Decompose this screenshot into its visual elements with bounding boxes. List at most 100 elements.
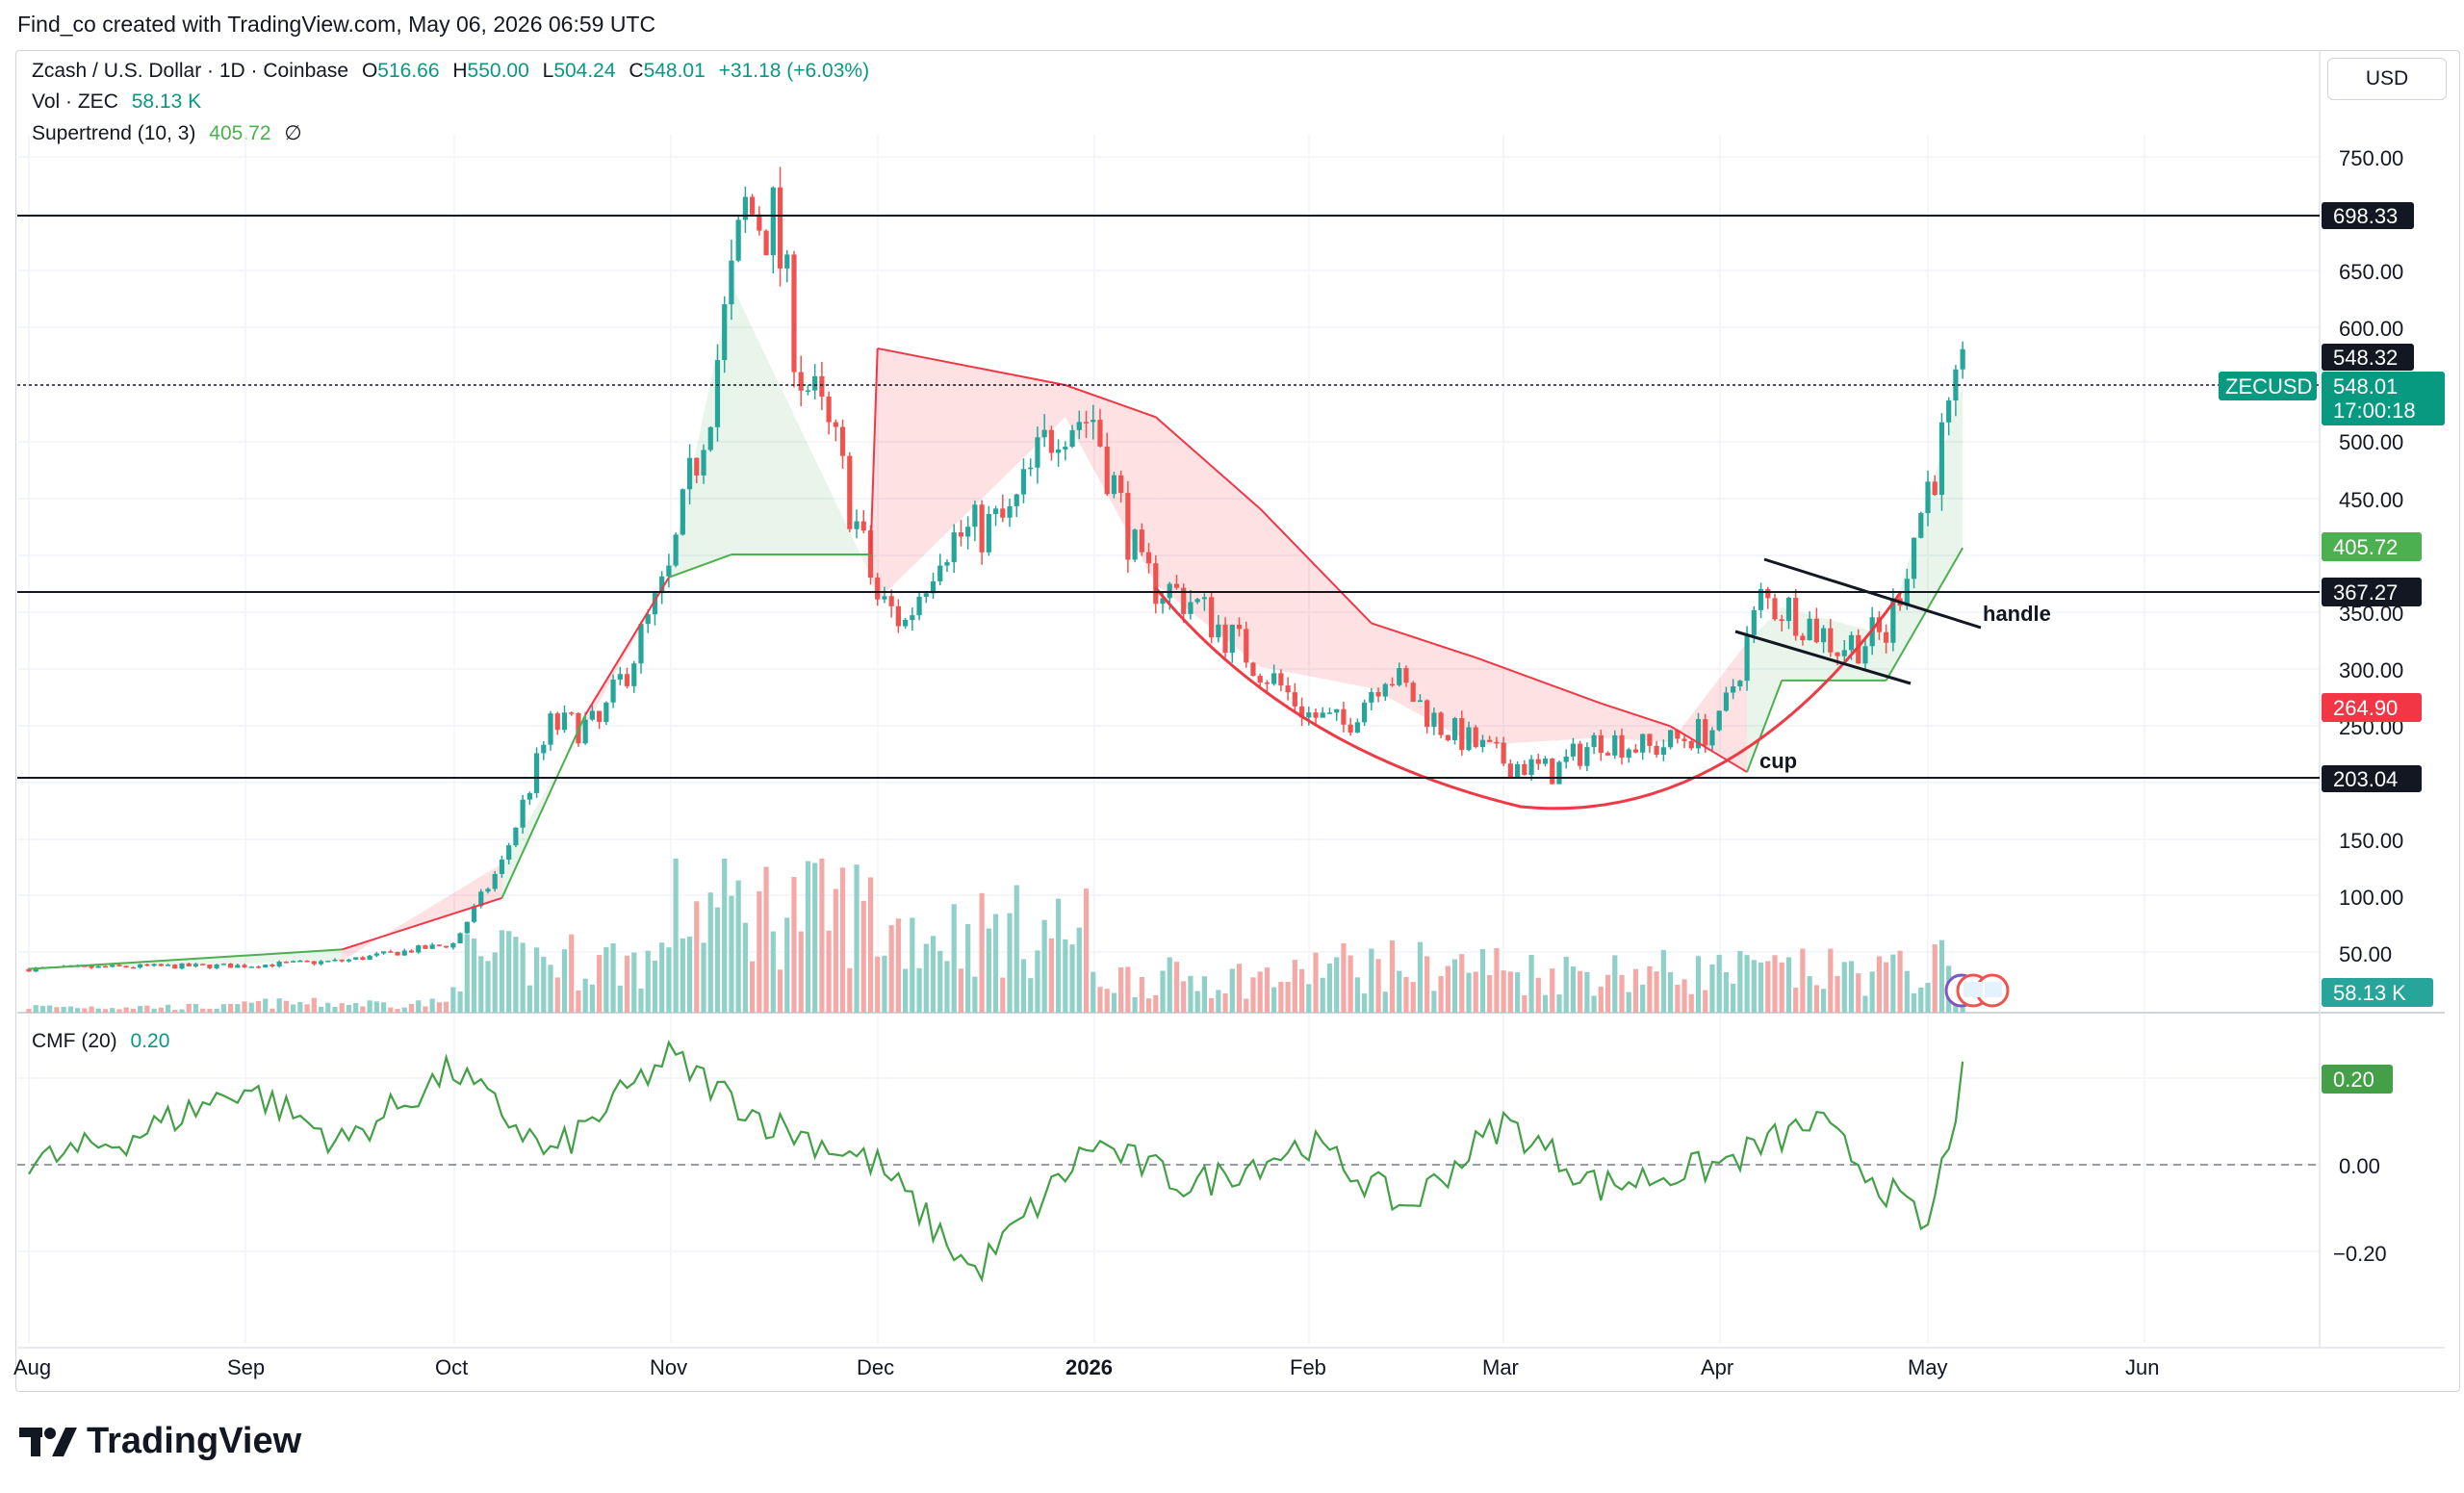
candle-body xyxy=(1487,739,1493,742)
candle-body xyxy=(1632,749,1639,753)
volume-bar xyxy=(276,998,282,1013)
volume-bar xyxy=(1160,970,1166,1013)
volume-bar xyxy=(151,1008,157,1013)
tick-450: 450.00 xyxy=(2339,488,2403,512)
volume-bar xyxy=(548,965,553,1013)
event-flag-icons[interactable] xyxy=(1944,973,2010,1008)
volume-bar xyxy=(1897,950,1903,1013)
candle-body xyxy=(1320,712,1325,718)
supertrend-segment xyxy=(1670,725,1748,773)
volume-bar xyxy=(1445,965,1450,1013)
candle-body xyxy=(1522,763,1527,775)
volume-bar xyxy=(1236,964,1243,1013)
candle-body xyxy=(882,596,887,600)
candle-body xyxy=(26,968,32,972)
volume-bar xyxy=(429,998,435,1013)
candle-body xyxy=(220,964,226,965)
candle-body xyxy=(1793,598,1799,636)
volume-bar xyxy=(1856,973,1861,1013)
candle-body xyxy=(478,891,484,907)
candle-body xyxy=(1313,712,1319,718)
candle-body xyxy=(1118,475,1124,494)
candle-body xyxy=(1507,763,1513,778)
volume-bar xyxy=(1884,962,1889,1013)
candle-body xyxy=(1598,734,1604,754)
hidden-eye-icon[interactable]: ∅ xyxy=(284,122,302,144)
candle-body xyxy=(631,663,637,686)
supertrend-fill xyxy=(1747,606,1783,773)
candle-body xyxy=(235,965,241,968)
volume-legend: Vol · ZEC 58.13 K xyxy=(32,90,201,114)
candle-body xyxy=(1716,710,1722,731)
candle-body xyxy=(485,888,491,892)
candle-body xyxy=(875,578,881,600)
symbol-label: ZECUSD xyxy=(2225,374,2312,399)
volume-bar xyxy=(1188,975,1194,1013)
candle-body xyxy=(513,827,519,846)
volume-bar xyxy=(923,943,929,1013)
candle-body xyxy=(1424,700,1430,728)
candle-body xyxy=(777,187,783,269)
candle-body xyxy=(1473,727,1478,748)
price-scale[interactable]: 750.00 650.00 600.00 500.00 450.00 350.0… xyxy=(2333,146,2403,1266)
candle-body xyxy=(165,965,171,966)
candle-body xyxy=(1264,682,1270,684)
volume-bar xyxy=(680,938,685,1013)
volume-bar xyxy=(478,956,484,1013)
candle-body xyxy=(652,593,658,615)
candle-body xyxy=(471,906,477,922)
candle-body xyxy=(1466,727,1472,751)
candle-body xyxy=(304,960,310,963)
volume-bar xyxy=(589,984,595,1013)
candle-body xyxy=(1703,719,1708,746)
volume-bar xyxy=(436,1002,442,1013)
volume-bar xyxy=(242,1001,247,1013)
volume-bar xyxy=(1209,998,1215,1013)
supertrend-lines xyxy=(28,347,1964,970)
candle-body xyxy=(423,945,428,949)
volume-bar xyxy=(1063,939,1068,1013)
candle-body xyxy=(1431,712,1437,728)
candle-body xyxy=(1848,634,1855,651)
candle-body xyxy=(151,964,157,966)
label-264: 264.90 xyxy=(2333,696,2398,720)
candle-body xyxy=(666,565,672,577)
candle-body xyxy=(645,614,651,625)
volume-bar xyxy=(26,1009,32,1013)
volume-bar xyxy=(1570,965,1577,1013)
candle-body xyxy=(951,532,957,563)
candle-body xyxy=(1236,624,1243,630)
candle-body xyxy=(839,426,846,456)
cmf-label: CMF (20) xyxy=(32,1030,117,1052)
volume-bar xyxy=(1424,956,1430,1013)
tradingview-logo[interactable]: TradingView xyxy=(19,1421,301,1462)
candle-body xyxy=(826,397,832,423)
candle-body xyxy=(1667,730,1674,748)
currency-button[interactable]: USD xyxy=(2327,58,2447,100)
volume-bar xyxy=(979,892,985,1013)
volume-bar xyxy=(1835,975,1840,1013)
candle-body xyxy=(1285,685,1291,693)
time-axis[interactable]: Aug Sep Oct Nov Dec 2026 Feb Mar Apr May… xyxy=(13,1355,2159,1379)
volume-bar xyxy=(1145,998,1152,1013)
volume-bar xyxy=(1626,991,1631,1013)
candle-body xyxy=(311,961,317,965)
volume-bar xyxy=(882,955,887,1013)
volume-bar xyxy=(1459,954,1465,1013)
volume-bar xyxy=(67,1006,73,1013)
candle-body xyxy=(346,959,352,962)
candle-body xyxy=(1494,741,1500,744)
candle-body xyxy=(1807,618,1812,641)
time-feb: Feb xyxy=(1290,1355,1326,1379)
horizontal-levels[interactable] xyxy=(17,215,2320,779)
time-apr: Apr xyxy=(1701,1355,1733,1379)
volume-bar xyxy=(1410,982,1416,1013)
supertrend-fill xyxy=(1601,703,1671,743)
label-548-32: 548.32 xyxy=(2333,346,2398,370)
volume-bar xyxy=(1264,967,1270,1013)
label-698: 698.33 xyxy=(2333,204,2398,228)
candle-body xyxy=(1048,429,1054,453)
candle-body xyxy=(784,254,790,269)
candle-body xyxy=(1501,742,1506,764)
